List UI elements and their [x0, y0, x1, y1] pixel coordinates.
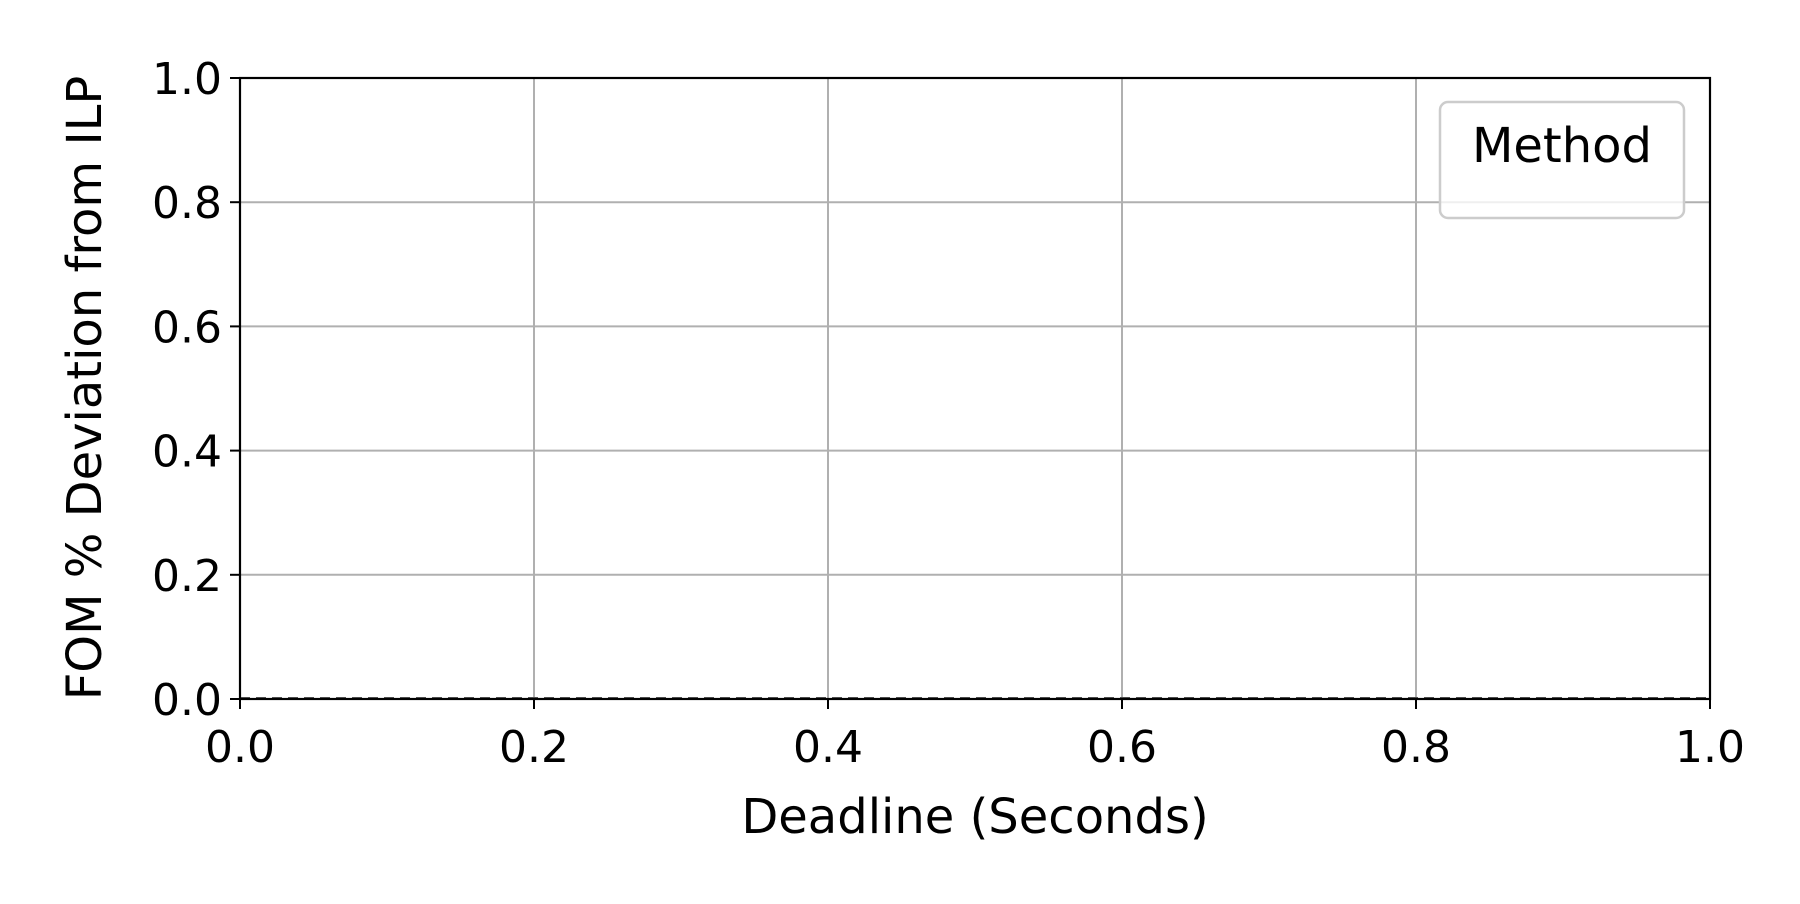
y-tick-label: 0.2	[152, 551, 222, 602]
legend-title: Method	[1472, 118, 1652, 174]
x-tick-label: 0.6	[1087, 722, 1157, 773]
y-tick-layer: 0.0 0.2 0.4 0.6 0.8 1.0	[152, 54, 240, 726]
x-tick-label: 0.0	[205, 722, 275, 773]
legend-box	[1438, 100, 1686, 220]
x-axis-label: Deadline (Seconds)	[741, 789, 1208, 845]
x-tick-label: 1.0	[1675, 722, 1745, 773]
y-axis-label: FOM % Deviation from ILP	[57, 76, 113, 701]
x-tick-label: 0.2	[499, 722, 569, 773]
y-tick-label: 1.0	[152, 54, 222, 105]
x-tick-layer: 0.0 0.2 0.4 0.6 0.8 1.0	[205, 699, 1745, 773]
plot-frame	[238, 76, 1712, 701]
y-tick-label: 0.0	[152, 675, 222, 726]
y-tick-label: 0.8	[152, 178, 222, 229]
y-tick-label: 0.6	[152, 302, 222, 353]
legend: Method	[1438, 100, 1686, 220]
x-tick-label: 0.4	[793, 722, 863, 773]
x-tick-label: 0.8	[1381, 722, 1451, 773]
y-tick-label: 0.4	[152, 427, 222, 478]
